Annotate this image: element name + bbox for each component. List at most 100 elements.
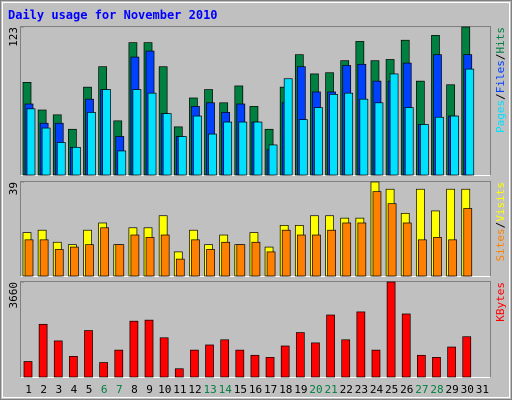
bar [433, 237, 442, 277]
x-tick-label: 2 [40, 383, 47, 396]
bar [387, 203, 397, 277]
legend-entry: KBytes [494, 282, 507, 322]
bar [342, 222, 352, 277]
bar [401, 313, 411, 378]
bar [145, 237, 155, 277]
legend-separator: / [494, 93, 507, 100]
x-tick-label: 28 [430, 383, 443, 396]
bar [205, 344, 214, 378]
bar [70, 246, 79, 277]
bar [102, 89, 111, 176]
bar [23, 361, 33, 378]
x-tick-label: 26 [400, 383, 413, 396]
bar [191, 239, 200, 277]
bar [220, 339, 230, 378]
x-tick-label: 5 [86, 383, 93, 396]
bar [193, 115, 202, 176]
bar [99, 362, 108, 378]
legend-separator: / [494, 222, 507, 229]
bar [26, 108, 36, 176]
bar [38, 323, 48, 378]
bar [283, 78, 293, 176]
bar [418, 239, 427, 277]
x-tick-label: 25 [385, 383, 398, 396]
x-tick-label: 8 [131, 383, 138, 396]
x-tick-label: 11 [173, 383, 186, 396]
bar [435, 116, 444, 176]
bar [190, 349, 199, 378]
x-tick-label: 16 [249, 383, 262, 396]
bar [235, 349, 245, 378]
bar [420, 124, 429, 176]
bar [266, 251, 276, 277]
bar [84, 330, 93, 378]
bar [402, 222, 412, 277]
bar [357, 222, 367, 277]
bar [130, 234, 140, 277]
bar [359, 98, 369, 176]
bar [238, 121, 248, 176]
x-tick-label: 7 [116, 383, 123, 396]
bar [72, 146, 81, 176]
bar [253, 121, 263, 176]
bar [372, 191, 382, 277]
bar [450, 115, 459, 176]
bar [250, 354, 260, 378]
bar [87, 112, 96, 176]
bar [174, 368, 184, 378]
bar [386, 281, 396, 378]
bar [132, 89, 142, 176]
legend-entry: Sites [494, 228, 507, 261]
bar [117, 150, 127, 176]
x-tick-label: 29 [446, 383, 459, 396]
bar [85, 244, 94, 277]
x-tick-label: 15 [234, 383, 247, 396]
bar [463, 208, 473, 277]
bar [447, 346, 456, 378]
bar [69, 355, 78, 378]
x-tick-label: 31 [476, 383, 489, 396]
bar [24, 239, 34, 277]
bar [312, 234, 321, 277]
bar [329, 94, 338, 176]
bar [100, 227, 109, 277]
bar [144, 319, 154, 378]
chart-title: Daily usage for November 2010 [8, 8, 218, 22]
legend: Pages/Files/Hits [494, 27, 507, 133]
bar [160, 234, 170, 277]
bar [371, 349, 381, 378]
x-tick-label: 1 [25, 383, 32, 396]
x-tick-label: 27 [415, 383, 428, 396]
x-tick-label: 22 [340, 383, 353, 396]
y-tick-label: 3660 [7, 282, 20, 309]
bar [39, 239, 49, 277]
x-tick-label: 14 [219, 383, 233, 396]
bar [251, 241, 261, 277]
bar [448, 239, 457, 277]
x-tick-label: 9 [146, 383, 153, 396]
bar [389, 73, 399, 176]
bar [115, 244, 125, 277]
bar [221, 241, 231, 277]
bar [206, 249, 215, 277]
x-tick-label: 17 [264, 383, 277, 396]
x-tick-label: 10 [158, 383, 171, 396]
bar [295, 332, 305, 378]
legend: Sites/Visits [494, 182, 507, 262]
legend: KBytes [494, 282, 507, 322]
x-tick-label: 12 [188, 383, 201, 396]
legend-entry: Hits [494, 27, 507, 54]
x-tick-label: 30 [461, 383, 474, 396]
bar [208, 133, 217, 176]
bar [432, 357, 441, 378]
x-tick-label: 21 [325, 383, 338, 396]
bar [341, 339, 351, 378]
bar [54, 249, 64, 277]
legend-entry: Files [494, 60, 507, 93]
bar [296, 234, 306, 277]
x-tick-label: 20 [309, 383, 322, 396]
bar [465, 68, 475, 176]
bar [356, 311, 366, 378]
x-tick-label: 19 [294, 383, 307, 396]
